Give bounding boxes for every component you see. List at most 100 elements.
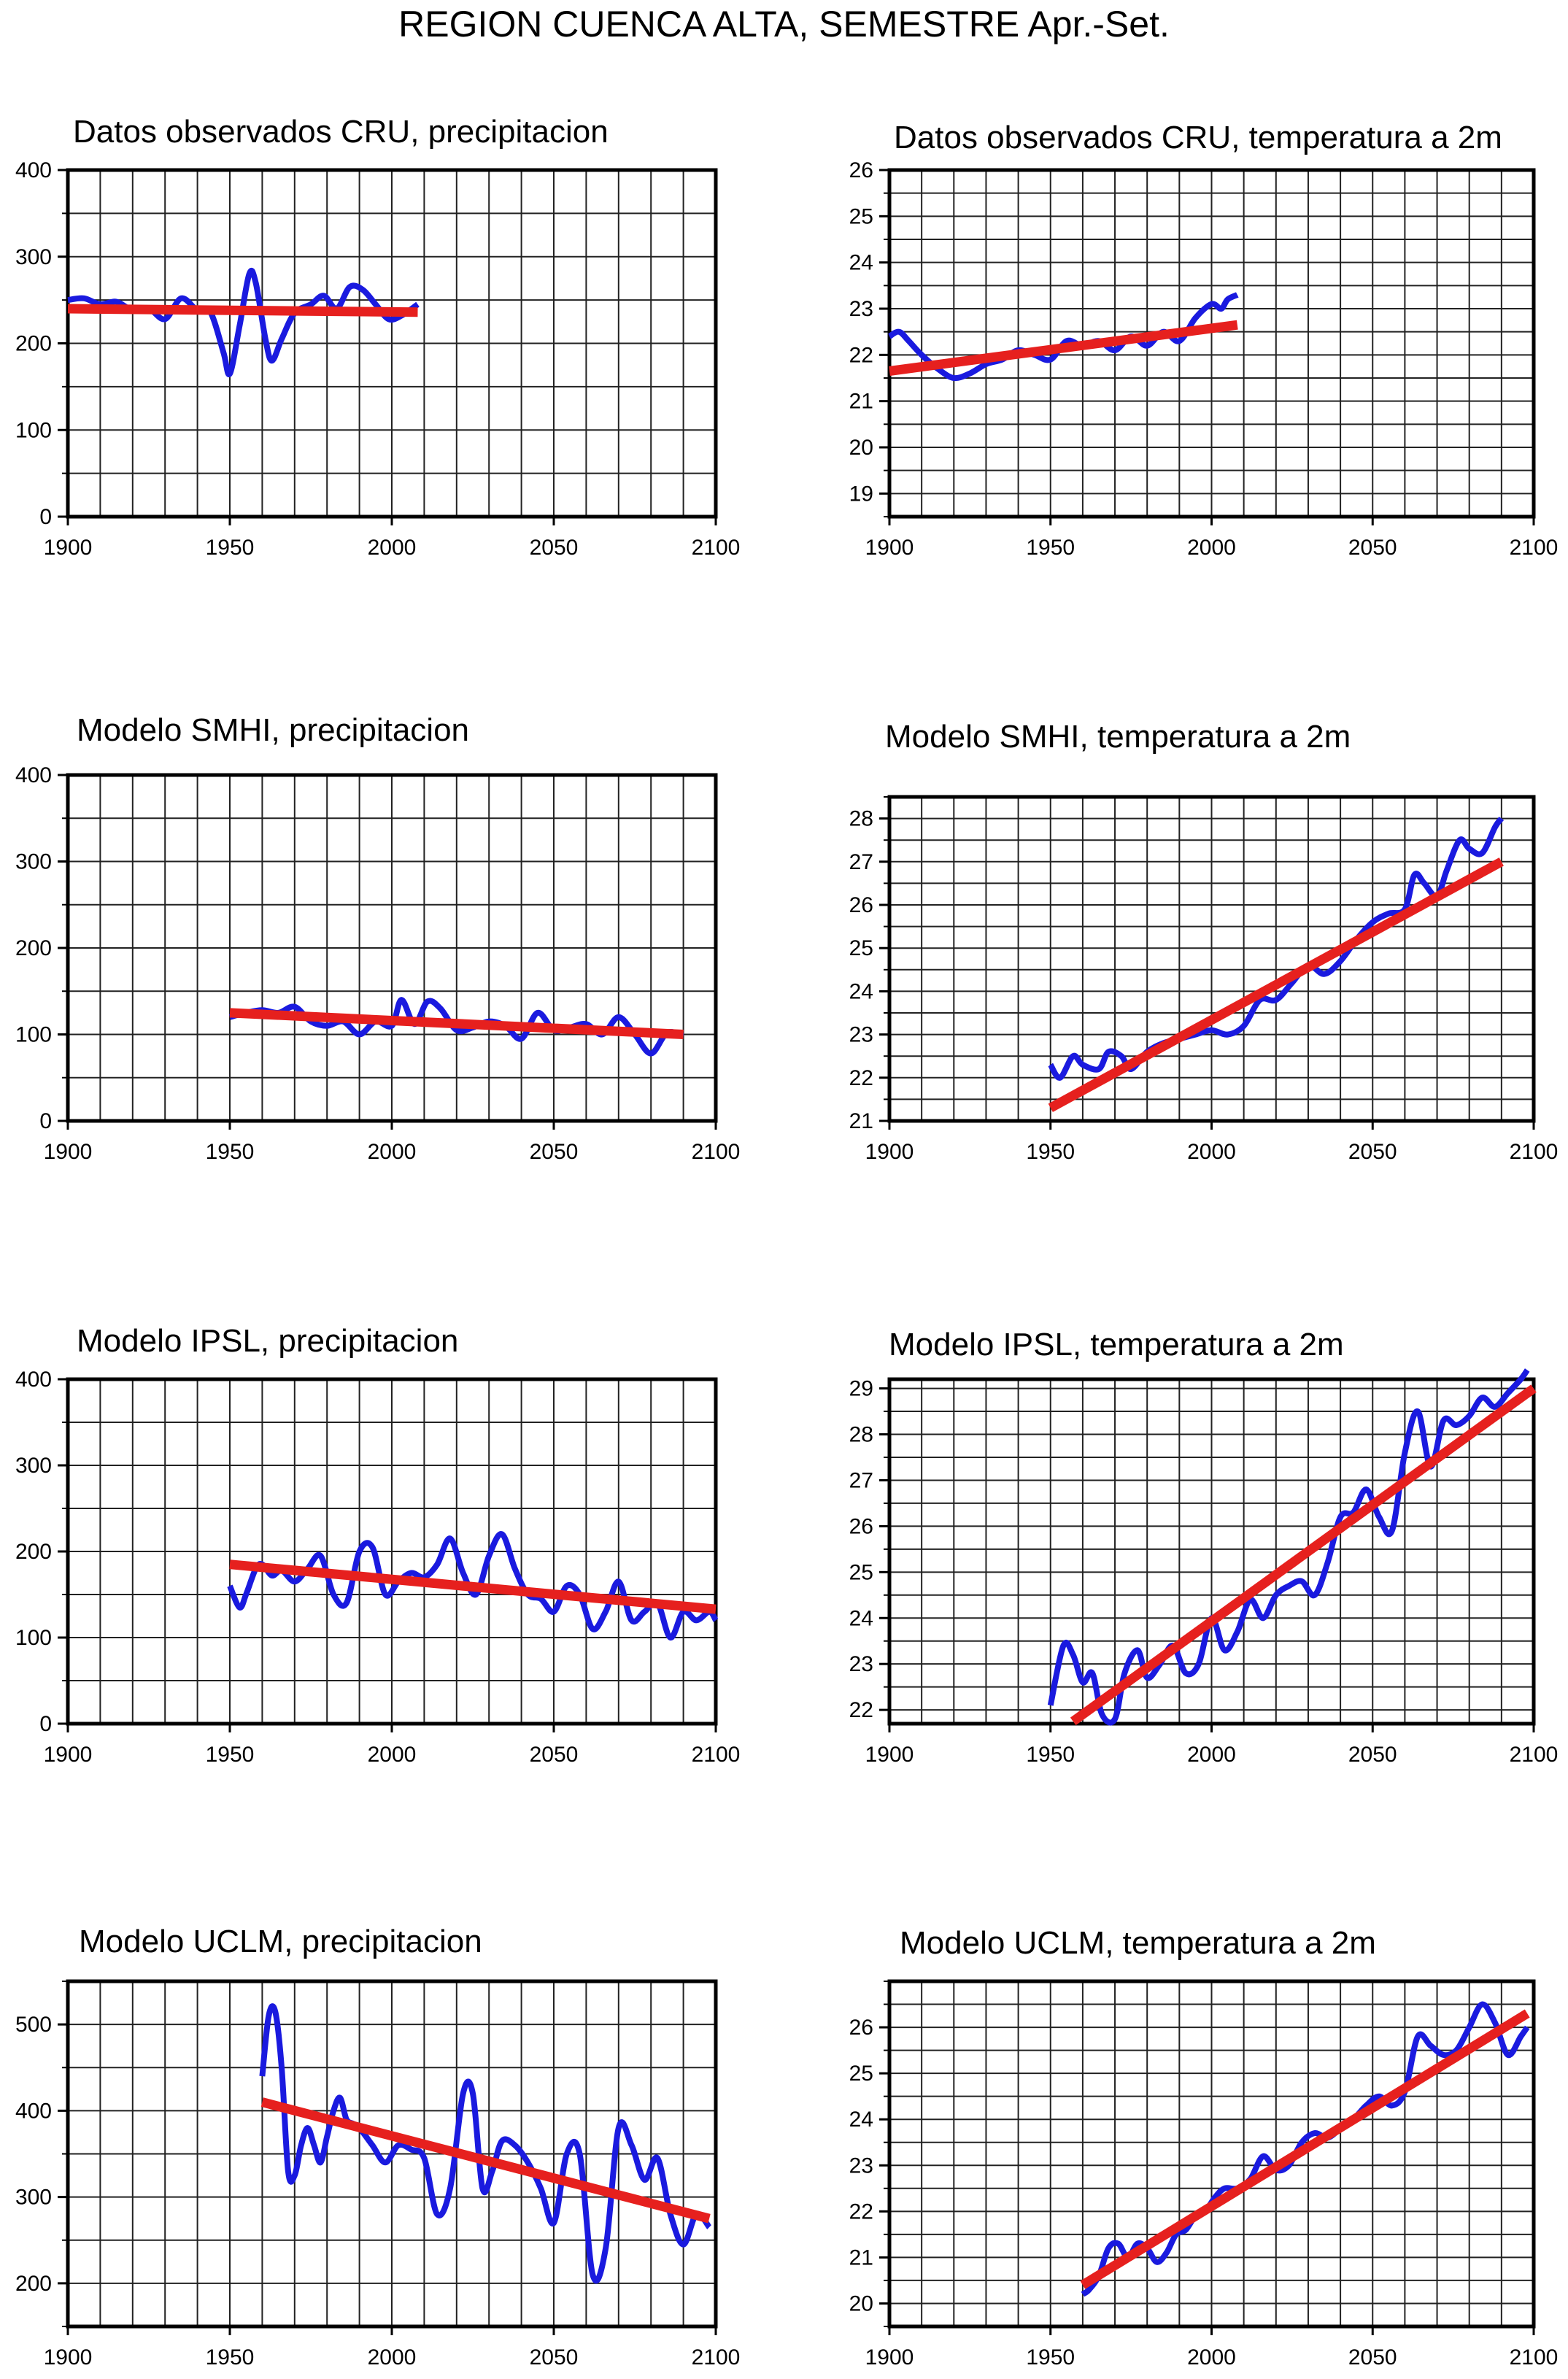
x-tick-label: 1900 — [44, 536, 93, 560]
panel-title: Modelo IPSL, temperatura a 2m — [889, 1327, 1344, 1362]
y-tick-label: 19 — [849, 482, 873, 506]
y-tick-label: 23 — [849, 1023, 873, 1047]
y-tick-label: 22 — [849, 1698, 873, 1722]
x-tick-label: 2050 — [1348, 536, 1397, 560]
y-tick-label: 300 — [15, 2186, 52, 2210]
x-tick-label: 1950 — [1026, 2345, 1075, 2370]
series-line-trend — [1048, 857, 1504, 1112]
series-line-observed — [1047, 1368, 1530, 1726]
y-tick-label: 300 — [15, 245, 52, 269]
y-tick-label: 100 — [15, 418, 52, 442]
y-tick-label: 26 — [849, 2016, 873, 2040]
series-line-observed — [259, 2003, 712, 2284]
series-line-trend — [229, 1008, 684, 1039]
y-tick-label: 20 — [849, 2291, 873, 2316]
chart-panel-5: Modelo IPSL, precipitacion 0 100 200 300 400 1… — [15, 1323, 740, 1767]
x-tick-label: 2050 — [530, 536, 579, 560]
x-tick-label: 1900 — [44, 1743, 93, 1767]
y-tick-label: 25 — [849, 936, 873, 960]
x-tick-label: 1950 — [206, 1743, 255, 1767]
x-tick-label: 2000 — [1187, 1743, 1236, 1767]
y-tick-label: 21 — [849, 2245, 873, 2270]
x-tick-label: 2050 — [1348, 1743, 1397, 1767]
x-tick-label: 1950 — [206, 1140, 255, 1164]
y-tick-label: 100 — [15, 1626, 52, 1650]
chart-panel-3: Modelo SMHI, precipitacion 0 100 200 300 400 1… — [15, 712, 740, 1164]
x-tick-label: 1950 — [206, 2345, 255, 2370]
figure-title: REGION CUENCA ALTA, SEMESTRE Apr.-Set. — [398, 4, 1170, 45]
y-tick-label: 29 — [849, 1377, 873, 1401]
x-tick-label: 2050 — [1348, 2345, 1397, 2370]
y-tick-label: 300 — [15, 1454, 52, 1478]
y-tick-label: 27 — [849, 1468, 873, 1492]
panel-title: Datos observados CRU, precipitacion — [73, 114, 609, 150]
x-tick-label: 2100 — [1510, 1140, 1559, 1164]
y-tick-label: 26 — [849, 158, 873, 182]
chart-panel-4: Modelo SMHI, temperatura a 2m 21 22 23 24 25 2… — [849, 719, 1559, 1164]
y-tick-label: 24 — [849, 979, 873, 1003]
y-tick-label: 25 — [849, 1560, 873, 1584]
y-tick-label: 21 — [849, 1109, 873, 1133]
chart-panel-6: Modelo IPSL, temperatura a 2m 22 23 24 25 26 2… — [849, 1327, 1559, 1767]
chart-panel-2: Datos observados CRU, temperatura a 2m 19… — [849, 120, 1559, 560]
x-tick-label: 2000 — [1187, 2345, 1236, 2370]
y-tick-label: 25 — [849, 204, 873, 228]
y-tick-label: 23 — [849, 297, 873, 321]
y-tick-label: 300 — [15, 850, 52, 874]
x-tick-label: 2000 — [1187, 1140, 1236, 1164]
x-tick-label: 1900 — [865, 1140, 914, 1164]
y-tick-label: 27 — [849, 850, 873, 874]
x-tick-label: 2050 — [1348, 1140, 1397, 1164]
y-tick-label: 400 — [15, 1368, 52, 1392]
x-tick-label: 2100 — [1510, 1743, 1559, 1767]
y-tick-label: 0 — [39, 1109, 52, 1133]
x-tick-label: 2100 — [692, 1743, 741, 1767]
y-tick-label: 200 — [15, 2272, 52, 2296]
y-tick-label: 22 — [849, 1066, 873, 1090]
x-tick-label: 2100 — [692, 536, 741, 560]
series-line-trend — [229, 1559, 717, 1614]
y-tick-label: 26 — [849, 893, 873, 917]
x-tick-label: 1900 — [865, 536, 914, 560]
x-tick-label: 2000 — [368, 1743, 417, 1767]
series-line-trend — [889, 320, 1238, 376]
panel-title: Modelo UCLM, precipitacion — [79, 1924, 482, 1959]
y-tick-label: 0 — [39, 505, 52, 529]
y-tick-label: 0 — [39, 1712, 52, 1736]
y-tick-label: 26 — [849, 1514, 873, 1538]
y-tick-label: 200 — [15, 332, 52, 356]
panel-title: Datos observados CRU, temperatura a 2m — [894, 120, 1502, 155]
series-line-trend — [260, 2097, 711, 2224]
x-tick-label: 2000 — [1187, 536, 1236, 560]
chart-panel-1: Datos observados CRU, precipitacion 0 100 2… — [15, 114, 740, 560]
y-tick-label: 28 — [849, 1423, 873, 1447]
y-tick-label: 400 — [15, 763, 52, 787]
y-tick-label: 25 — [849, 2062, 873, 2086]
x-tick-label: 2100 — [692, 1140, 741, 1164]
chart-panel-7: Modelo UCLM, precipitacion 200 300 400 500 19… — [15, 1924, 740, 2370]
y-tick-label: 23 — [849, 1652, 873, 1676]
chart-panel-8: Modelo UCLM, temperatura a 2m 20 21 22 23 24 2… — [849, 1925, 1559, 2370]
series-line-observed — [1048, 817, 1505, 1081]
y-tick-label: 400 — [15, 158, 52, 182]
y-tick-label: 23 — [849, 2154, 873, 2178]
panel-title: Modelo SMHI, precipitacion — [77, 712, 469, 748]
x-tick-label: 1900 — [44, 2345, 93, 2370]
y-tick-label: 24 — [849, 1606, 873, 1630]
x-tick-label: 2100 — [1510, 536, 1559, 560]
x-tick-label: 2000 — [368, 536, 417, 560]
y-tick-label: 24 — [849, 2108, 873, 2132]
series-line-trend — [67, 304, 418, 317]
x-tick-label: 1950 — [206, 536, 255, 560]
series-line-trend — [1070, 1384, 1537, 1726]
y-tick-label: 21 — [849, 390, 873, 414]
x-tick-label: 2100 — [1510, 2345, 1559, 2370]
y-tick-label: 400 — [15, 2099, 52, 2123]
y-tick-label: 28 — [849, 807, 873, 831]
panel-title: Modelo IPSL, precipitacion — [77, 1323, 458, 1359]
x-tick-label: 1900 — [865, 1743, 914, 1767]
x-tick-label: 2100 — [692, 2345, 741, 2370]
y-tick-label: 200 — [15, 1540, 52, 1564]
